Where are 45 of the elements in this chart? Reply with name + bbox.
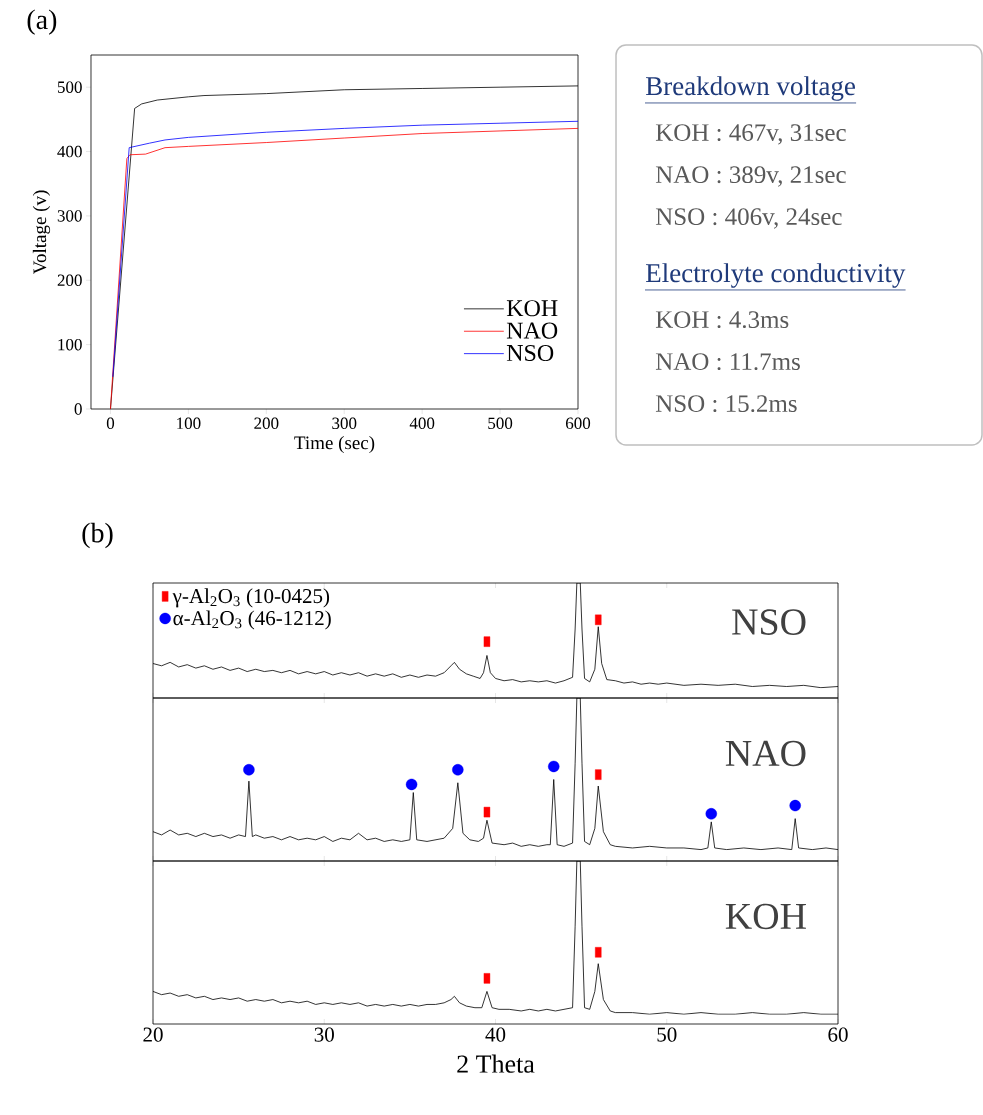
text: KOH : 467v, 31sec (655, 124, 846, 145)
y-axis-title: Voltage (v) (32, 190, 51, 275)
chart-title: (b) (82, 522, 113, 549)
x-tick-label: 500 (488, 417, 513, 430)
point (705, 808, 717, 820)
y-tick-label: 0 (74, 403, 82, 415)
text: NSO : 15.2ms (655, 395, 797, 413)
point (452, 764, 464, 776)
x-tick-label: 0 (106, 417, 115, 430)
x-tick-label: 40 (485, 1027, 506, 1042)
x-axis-title: Time (sec) (294, 435, 375, 454)
x-axis-title: 2 Theta (457, 1054, 535, 1073)
chart-title: (a) (27, 9, 57, 35)
y-tick-label: 500 (57, 81, 82, 93)
x-tick-label: 50 (657, 1027, 677, 1042)
text: Breakdown voltage (645, 76, 855, 101)
point (405, 778, 418, 791)
point (789, 799, 801, 812)
annotation: NSO (732, 609, 806, 635)
y-tick-label: 100 (58, 338, 82, 351)
y-tick-label: 300 (57, 210, 82, 222)
legend-label: NSO (506, 344, 554, 362)
annotation: KOH (725, 903, 806, 930)
legend-label: NAO (506, 322, 558, 339)
text: KOH : 4.3ms (655, 311, 789, 329)
y-tick-label: 400 (57, 145, 82, 158)
x-tick-label: 600 (566, 417, 591, 430)
x-tick-label: 200 (254, 417, 279, 430)
text: NAO : 11.7ms (655, 353, 800, 371)
text: Electrolyte conductivity (645, 263, 906, 288)
point (243, 764, 255, 776)
x-tick-label: 20 (143, 1027, 163, 1042)
x-tick-label: 60 (828, 1027, 848, 1042)
annotation: NAO (725, 740, 806, 767)
x-tick-label: 300 (332, 417, 357, 430)
point (548, 760, 560, 773)
x-tick-label: 100 (177, 417, 201, 430)
text: NSO : 406v, 24sec (655, 208, 842, 229)
legend-label: γ-Al$_{2}$O$_{3}$ (10-0425) (172, 588, 330, 608)
legend-label: α-Al$_{2}$O$_{3}$ (46-1212) (173, 610, 331, 630)
x-tick-label: 30 (314, 1027, 334, 1042)
text: NAO : 389v, 21sec (655, 166, 846, 187)
legend-label: KOH (506, 300, 558, 317)
x-tick-label: 400 (409, 417, 435, 430)
y-tick-label: 200 (57, 274, 82, 287)
